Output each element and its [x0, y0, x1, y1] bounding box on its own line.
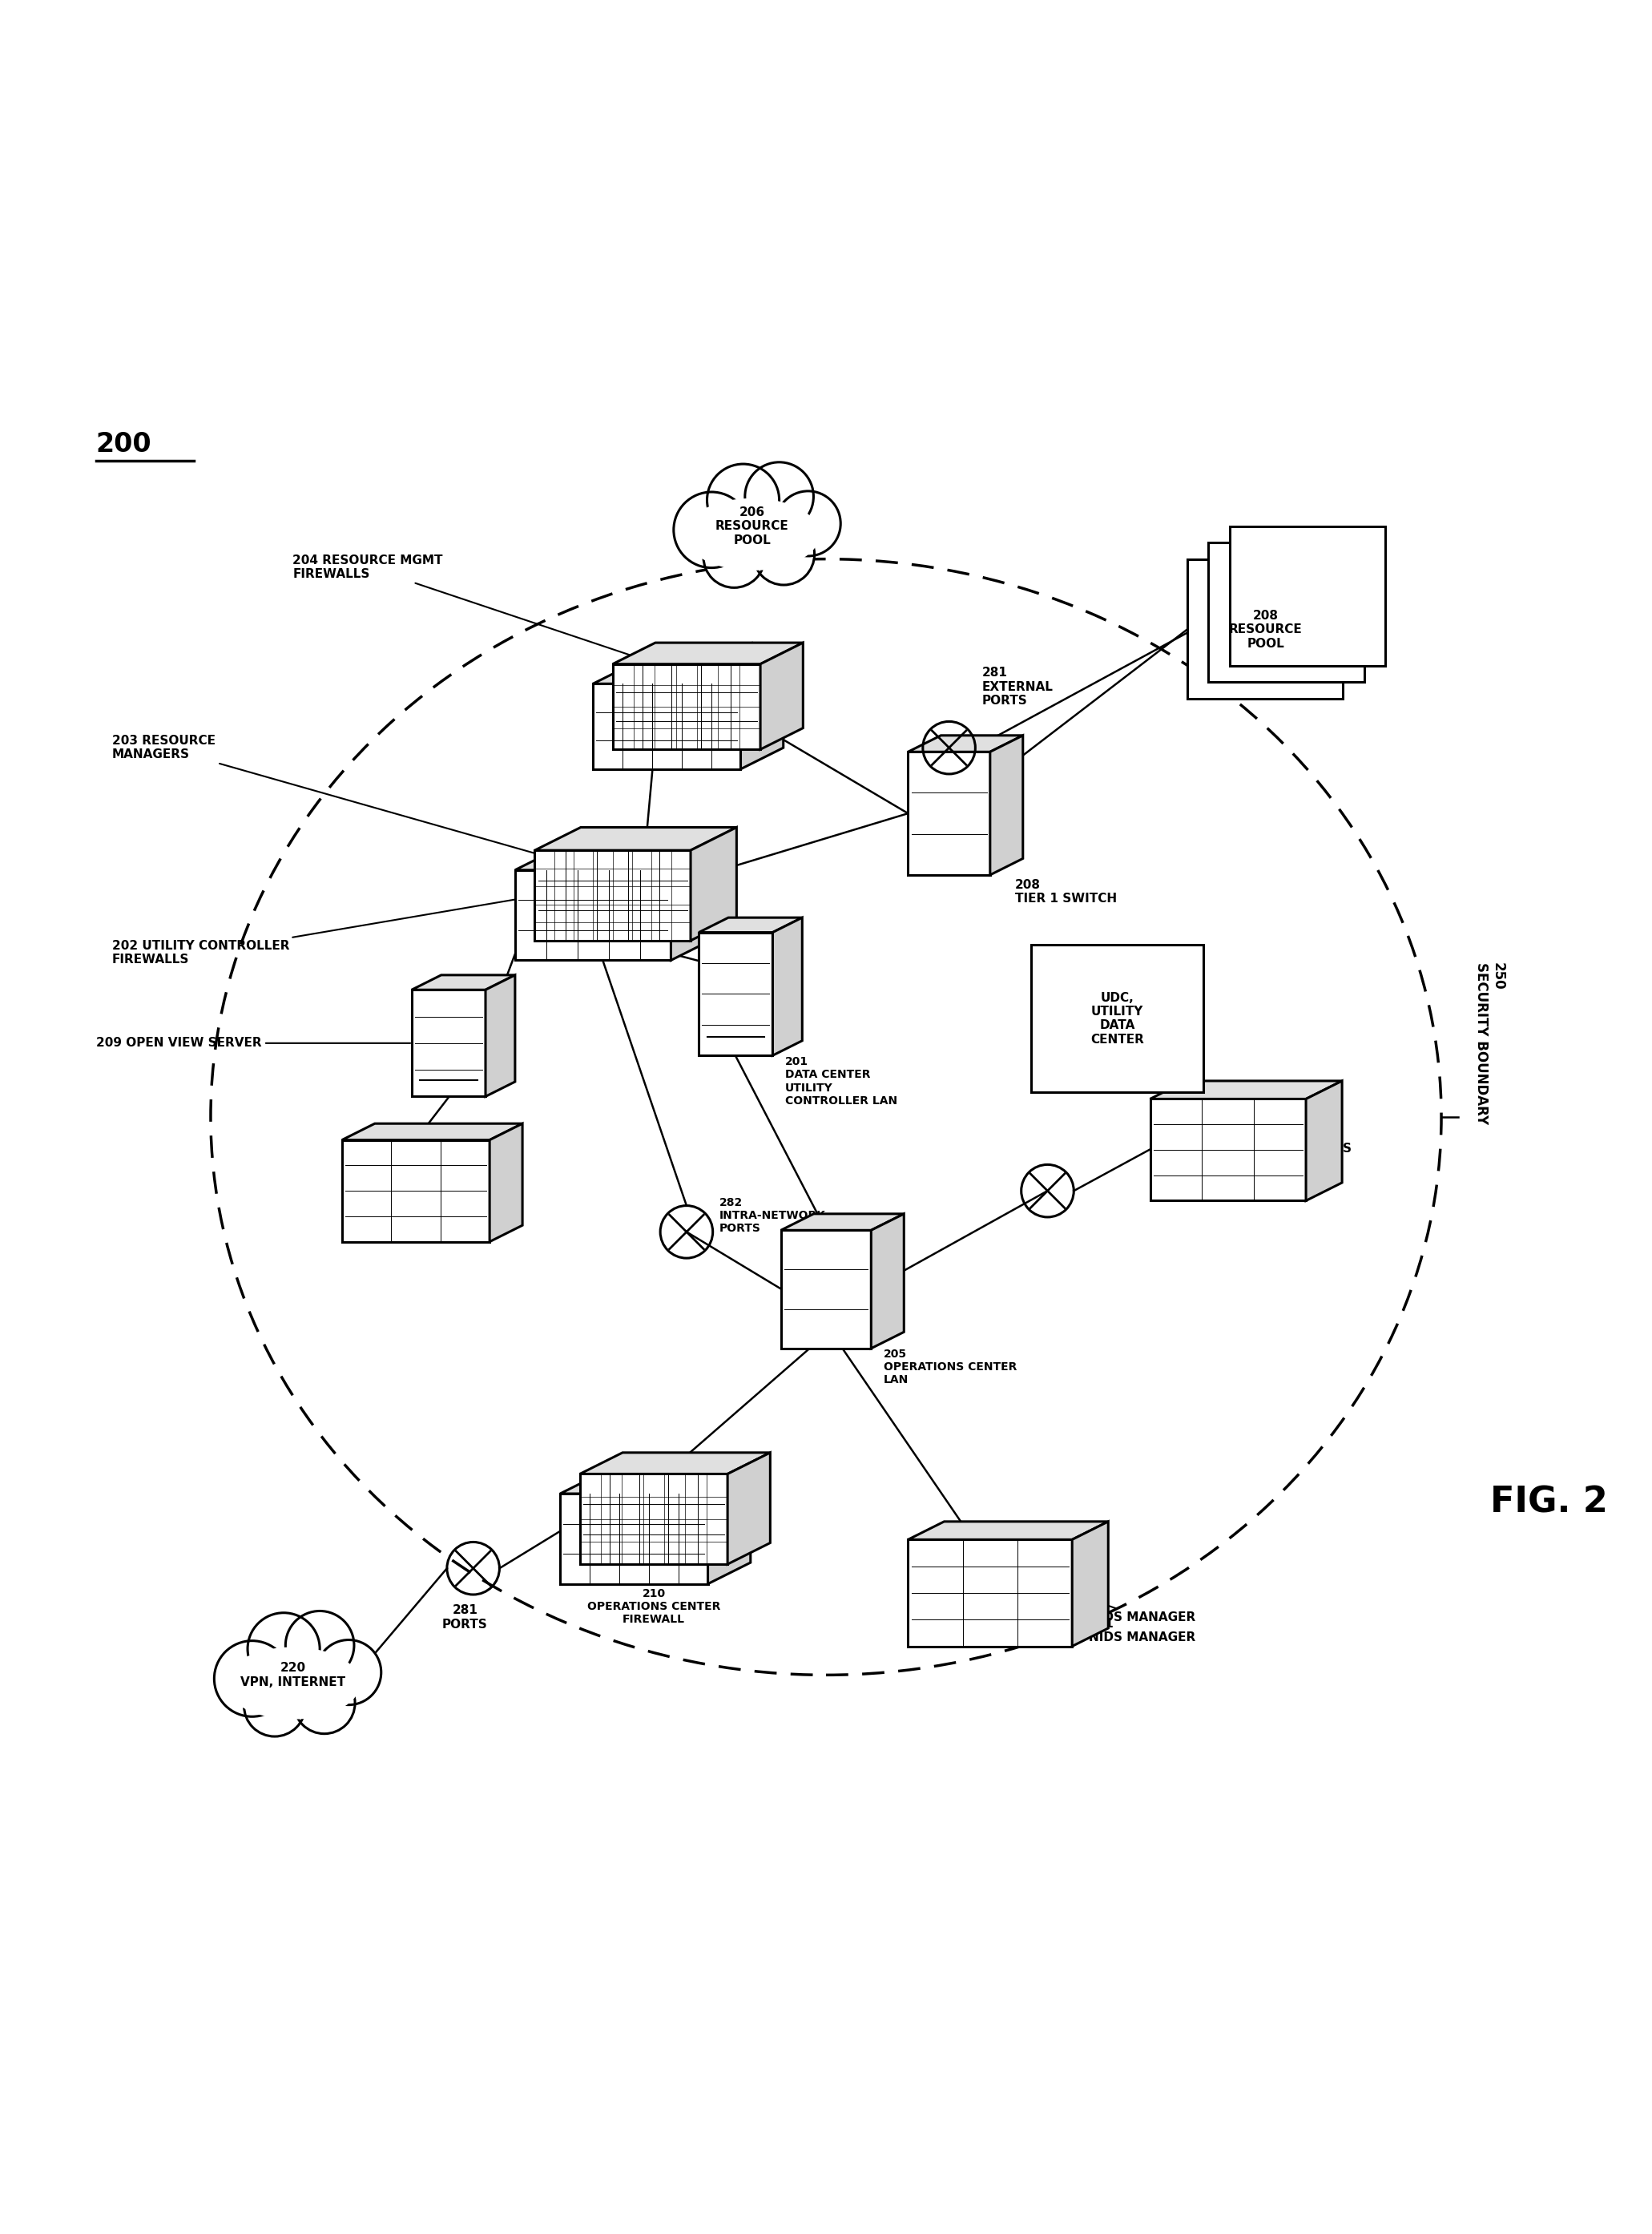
- Text: 210
OPERATIONS CENTER
FIREWALL: 210 OPERATIONS CENTER FIREWALL: [586, 1588, 720, 1624]
- Text: 212
NIDS: 212 NIDS: [1318, 1128, 1351, 1155]
- Polygon shape: [489, 1124, 522, 1242]
- Polygon shape: [1072, 1521, 1108, 1646]
- Text: 202 UTILITY CONTROLLER
FIREWALLS: 202 UTILITY CONTROLLER FIREWALLS: [112, 896, 537, 965]
- Text: 281
EXTERNAL
PORTS: 281 EXTERNAL PORTS: [981, 666, 1052, 706]
- Text: NIDS MANAGER: NIDS MANAGER: [1074, 1593, 1196, 1624]
- Polygon shape: [871, 1213, 904, 1349]
- Polygon shape: [580, 1474, 727, 1564]
- Text: 209 OPEN VIEW SERVER: 209 OPEN VIEW SERVER: [96, 1037, 410, 1050]
- Circle shape: [753, 523, 814, 585]
- Text: 220
VPN, INTERNET: 220 VPN, INTERNET: [240, 1662, 345, 1689]
- Bar: [1031, 945, 1203, 1092]
- Polygon shape: [1307, 1081, 1341, 1200]
- Polygon shape: [515, 847, 717, 869]
- Polygon shape: [707, 1472, 750, 1584]
- Bar: [1208, 543, 1365, 681]
- Circle shape: [215, 1640, 291, 1716]
- Text: 200: 200: [96, 431, 152, 458]
- Polygon shape: [781, 1213, 904, 1231]
- Polygon shape: [1150, 1099, 1307, 1200]
- Text: 206
RESOURCE
POOL: 206 RESOURCE POOL: [715, 507, 790, 545]
- Text: FIG. 2: FIG. 2: [1490, 1486, 1609, 1519]
- Polygon shape: [990, 735, 1023, 876]
- Text: 282
INTRA-NETWORK
PORTS: 282 INTRA-NETWORK PORTS: [719, 1197, 826, 1233]
- Polygon shape: [781, 1231, 871, 1349]
- Polygon shape: [773, 918, 803, 1054]
- Circle shape: [248, 1613, 320, 1684]
- Polygon shape: [613, 643, 803, 663]
- Text: 208
RESOURCE
POOL: 208 RESOURCE POOL: [1229, 610, 1302, 650]
- Polygon shape: [486, 974, 515, 1097]
- Ellipse shape: [225, 1646, 360, 1720]
- Text: 205
OPERATIONS CENTER
LAN: 205 OPERATIONS CENTER LAN: [884, 1349, 1016, 1385]
- Polygon shape: [699, 918, 803, 932]
- Text: 203 RESOURCE
MANAGERS: 203 RESOURCE MANAGERS: [112, 735, 537, 853]
- Polygon shape: [740, 663, 783, 768]
- Text: 208
TIER 1 SWITCH: 208 TIER 1 SWITCH: [1014, 878, 1117, 905]
- Polygon shape: [613, 663, 760, 748]
- Polygon shape: [411, 974, 515, 990]
- Text: 211
NIDS MANAGER: 211 NIDS MANAGER: [1089, 1617, 1196, 1644]
- Circle shape: [707, 465, 780, 536]
- Polygon shape: [760, 643, 803, 748]
- Polygon shape: [909, 735, 1023, 753]
- Polygon shape: [691, 827, 737, 941]
- Circle shape: [286, 1611, 354, 1680]
- Circle shape: [776, 491, 841, 556]
- Polygon shape: [535, 827, 737, 851]
- Polygon shape: [515, 869, 671, 961]
- Text: 281
PORTS: 281 PORTS: [443, 1604, 487, 1631]
- Polygon shape: [560, 1495, 707, 1584]
- Ellipse shape: [684, 498, 819, 570]
- Polygon shape: [593, 684, 740, 768]
- Text: 201
DATA CENTER
UTILITY
CONTROLLER LAN: 201 DATA CENTER UTILITY CONTROLLER LAN: [785, 1057, 897, 1106]
- Text: UDC,
UTILITY
DATA
CENTER: UDC, UTILITY DATA CENTER: [1090, 992, 1145, 1046]
- Polygon shape: [535, 851, 691, 941]
- Polygon shape: [1150, 1081, 1341, 1099]
- Polygon shape: [593, 663, 783, 684]
- Circle shape: [244, 1676, 306, 1736]
- Polygon shape: [699, 932, 773, 1054]
- Circle shape: [704, 527, 765, 588]
- Circle shape: [674, 491, 750, 567]
- Text: 250
SECURITY BOUNDARY: 250 SECURITY BOUNDARY: [1474, 963, 1505, 1124]
- Polygon shape: [560, 1472, 750, 1495]
- Polygon shape: [342, 1139, 489, 1242]
- Polygon shape: [580, 1452, 770, 1474]
- Circle shape: [745, 462, 813, 532]
- Polygon shape: [342, 1124, 522, 1139]
- Polygon shape: [727, 1452, 770, 1564]
- Polygon shape: [909, 1539, 1072, 1646]
- Circle shape: [316, 1640, 382, 1705]
- Polygon shape: [909, 753, 990, 876]
- Bar: [1188, 558, 1343, 699]
- Circle shape: [294, 1673, 355, 1734]
- Polygon shape: [671, 847, 717, 961]
- Bar: [1229, 527, 1386, 666]
- Polygon shape: [411, 990, 486, 1097]
- Polygon shape: [909, 1521, 1108, 1539]
- Text: 204 RESOURCE MGMT
FIREWALLS: 204 RESOURCE MGMT FIREWALLS: [292, 554, 634, 657]
